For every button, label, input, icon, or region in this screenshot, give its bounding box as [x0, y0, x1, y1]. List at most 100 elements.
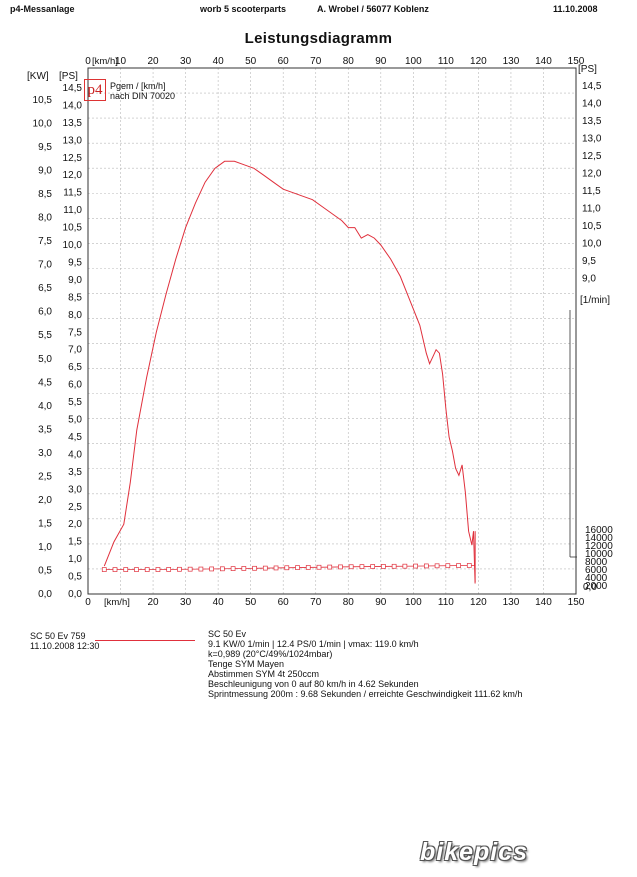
rpm-marker	[413, 563, 418, 569]
header-owner: A. Wrobel / 56077 Koblenz	[317, 4, 429, 14]
rpm-marker	[144, 567, 150, 572]
ps-tick-label-left: 8,0	[68, 310, 82, 321]
x-tick-label-bottom: 90	[375, 597, 387, 608]
page-title: Leistungsdiagramm	[244, 30, 393, 47]
kw-tick-label: 0,0	[38, 589, 52, 600]
rpm-marker	[348, 564, 354, 570]
rpm-marker	[198, 566, 204, 572]
x-tick-label-bottom: 110	[438, 597, 454, 608]
x-tick-label-top: 50	[245, 56, 257, 67]
x-tick-label-top: 150	[568, 56, 585, 67]
rpm-tick-label: 12000	[585, 541, 613, 552]
rpm-marker	[187, 566, 193, 572]
ps-tick-label-left: 12,5	[63, 153, 83, 164]
rpm-marker	[155, 567, 161, 572]
rpm-marker	[101, 567, 107, 572]
ps-tick-label-left: 5,0	[68, 415, 82, 426]
rpm-tick-label: 6000	[585, 565, 608, 576]
rpm-tick-label: 8000	[585, 557, 608, 568]
ps-tick-label-right: 13,0	[582, 134, 602, 145]
header-center: worb 5 scooterparts	[200, 4, 287, 14]
rpm-marker	[262, 565, 268, 571]
rpm-tick-label: 2000	[585, 581, 608, 592]
ps-tick-label-right: 11,0	[582, 204, 601, 215]
ps-tick-label-right: 9,0	[582, 274, 596, 285]
kw-tick-label: 2,0	[38, 495, 52, 506]
x-tick-label-top: 40	[213, 56, 225, 67]
ps-tick-label-left: 6,0	[68, 380, 82, 391]
x-tick-label-bottom: 70	[310, 597, 322, 608]
x-axis-label-bottom: [km/h]	[104, 597, 130, 608]
plot-frame	[87, 67, 577, 595]
x-tick-label-top: 90	[375, 56, 387, 67]
ps-tick-label-left: 5,5	[68, 397, 82, 408]
kw-tick-label: 2,5	[38, 471, 52, 482]
run-swatch	[95, 640, 195, 641]
x-tick-label-top: 110	[438, 56, 454, 67]
rpm-marker	[166, 567, 172, 572]
ps-tick-label-right: 14,0	[582, 99, 602, 110]
x-tick-label-top: 60	[278, 56, 290, 67]
ps-tick-label-left: 8,5	[68, 292, 82, 303]
rpm-marker	[316, 564, 322, 570]
rpm-marker	[230, 566, 236, 571]
rpm-marker	[177, 566, 182, 572]
rpm-axis-unit: [1/min]	[580, 295, 610, 306]
x-tick-label-bottom: 140	[535, 597, 552, 608]
run-info: SC 50 Ev 759 11.10.2008 12:30	[30, 631, 99, 651]
ps-tick-label-right: 11,5	[582, 186, 601, 197]
ps-tick-label-left: 1,5	[68, 537, 82, 548]
result-power: 9.1 KW/0 1/min | 12.4 PS/0 1/min | vmax:…	[208, 639, 419, 649]
kw-axis-unit: [KW]	[27, 71, 49, 82]
ps-tick-label-right: 12,0	[582, 169, 602, 180]
x-tick-label-top: 140	[535, 56, 552, 67]
ps-tick-label-left: 6,5	[68, 362, 82, 373]
x-tick-label-bottom: 50	[245, 597, 257, 608]
rpm-marker	[391, 563, 397, 569]
kw-tick-label: 6,0	[38, 307, 52, 318]
ps-tick-label-left: 7,5	[68, 327, 82, 338]
ps-tick-label-right: 10,5	[582, 221, 602, 232]
ps-tick-label-left: 1,0	[68, 554, 82, 565]
rpm-marker	[445, 563, 451, 569]
result-correction: k=0,989 (20°C/49%/1024mbar)	[208, 649, 333, 659]
rpm-marker	[295, 565, 300, 570]
ps-tick-label-left: 2,0	[68, 519, 82, 530]
result-model: SC 50 Ev	[208, 629, 247, 639]
x-tick-label-top: 80	[343, 56, 355, 67]
rpm-tick-label: 4000	[585, 573, 608, 584]
ps-tick-label-left: 13,5	[63, 118, 83, 129]
rpm-tick-label: 10000	[585, 549, 613, 560]
x-tick-label-top: 120	[470, 56, 487, 67]
ps-tick-label-right: 13,5	[582, 116, 602, 127]
rpm-marker	[456, 563, 461, 568]
kw-tick-label: 8,0	[38, 213, 52, 224]
x-tick-label-top: 0	[85, 56, 91, 67]
ps-tick-label-left: 7,0	[68, 345, 82, 356]
legend-line-2: nach DIN 70020	[110, 91, 176, 101]
rpm-marker	[273, 565, 279, 571]
kw-tick-label: 4,5	[38, 377, 52, 388]
x-tick-label-top: 30	[180, 56, 192, 67]
header-left: p4-Messanlage	[10, 4, 75, 14]
rpm-marker	[220, 566, 225, 572]
rpm-marker	[466, 563, 472, 568]
kw-tick-label: 9,0	[38, 166, 52, 177]
ps-tick-label-left: 9,5	[68, 257, 82, 268]
ps-tick-label-left: 0,0	[68, 589, 82, 600]
rpm-marker	[338, 564, 343, 570]
x-tick-label-bottom: 100	[405, 597, 422, 608]
result-acceleration: Beschleunigung von 0 auf 80 km/h in 4.62…	[208, 679, 419, 689]
run-datetime: 11.10.2008 12:30	[30, 641, 100, 651]
kw-tick-label: 3,0	[38, 448, 52, 459]
kw-tick-label: 1,5	[38, 518, 52, 529]
ps-tick-label-left: 3,0	[68, 484, 82, 495]
bikepics-logo: bikepics	[420, 838, 529, 866]
kw-tick-label: 4,0	[38, 401, 52, 412]
power-curve	[103, 160, 476, 584]
ps-tick-label-left: 9,0	[68, 275, 82, 286]
x-tick-label-bottom: 130	[503, 597, 520, 608]
header-date: 11.10.2008	[553, 4, 598, 14]
results: SC 50 Ev 9.1 KW/0 1/min | 12.4 PS/0 1/mi…	[208, 629, 522, 699]
rpm-marker	[434, 563, 440, 569]
